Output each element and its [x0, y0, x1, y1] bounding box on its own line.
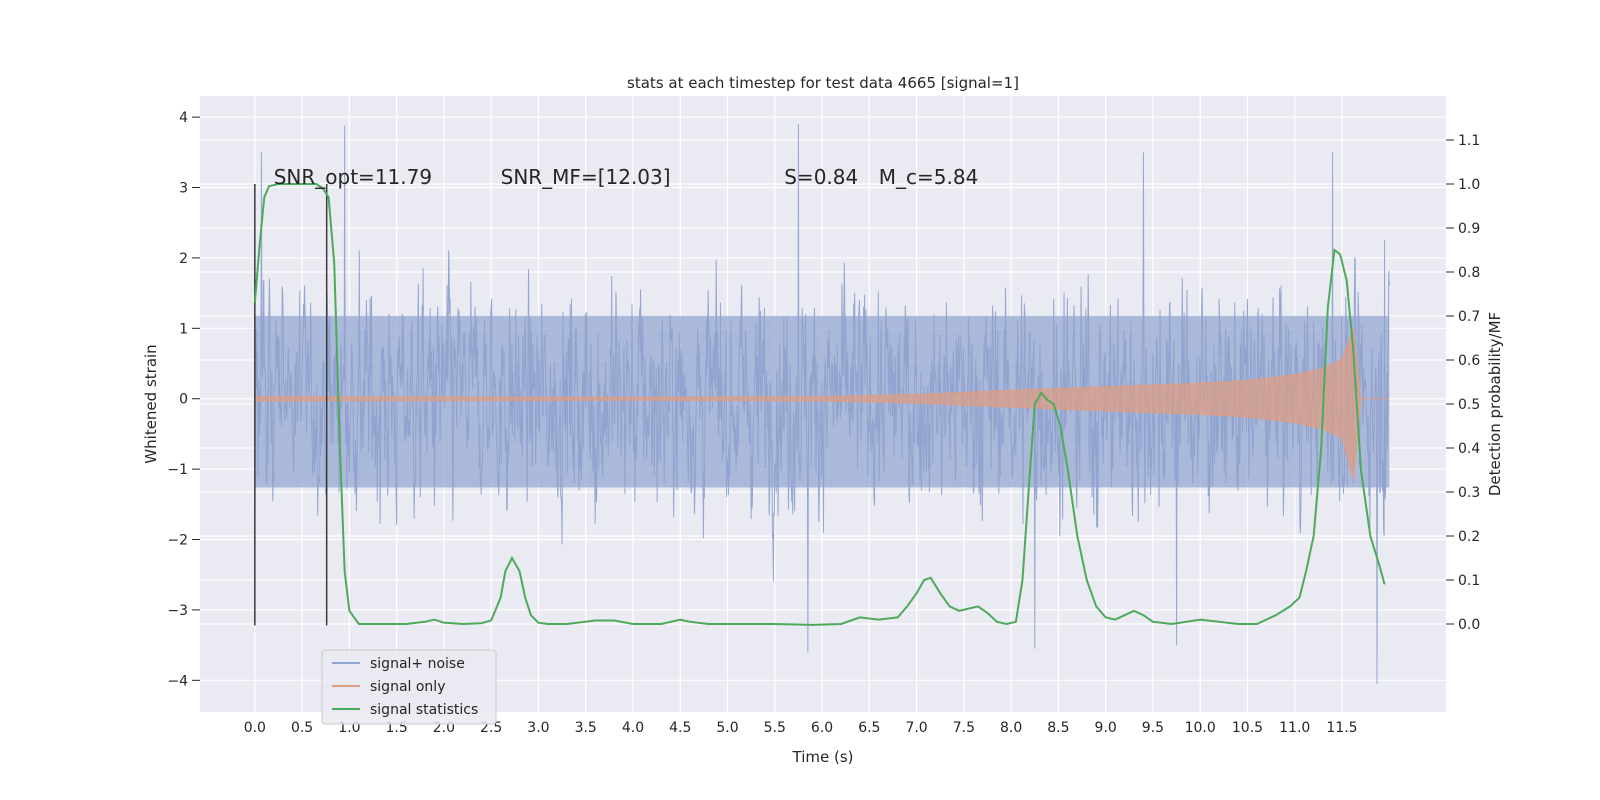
x-tick-label-4: 4.0	[622, 720, 644, 736]
y-right-axis-ticks: 0.0 0.1 0.2 0.3 0.4 0.5 0.6 0.7 0.8 0.9 1.0 1.1	[1446, 133, 1480, 633]
x-tick-label-10p5: 10.5	[1232, 720, 1263, 736]
y-right-axis-label: Detection probability/MF	[1486, 312, 1504, 496]
x-tick-label-6p5: 6.5	[858, 720, 880, 736]
y-tick-label-4: 4	[179, 110, 188, 126]
y-right-tick-label-0p8: 0.8	[1458, 265, 1480, 281]
annotation-2: S=0.84	[784, 165, 858, 189]
x-tick-label-7: 7.0	[905, 720, 927, 736]
x-tick-label-4p5: 4.5	[669, 720, 691, 736]
x-tick-label-3: 3.0	[527, 720, 549, 736]
annotation-1: SNR_MF=[12.03]	[501, 165, 671, 189]
y-tick-label-0: 0	[179, 392, 188, 408]
x-tick-label-11p5: 11.5	[1326, 720, 1357, 736]
y-right-tick-label-0p5: 0.5	[1458, 397, 1480, 413]
x-tick-label-9p5: 9.5	[1142, 720, 1164, 736]
y-right-tick-label-0p6: 0.6	[1458, 353, 1480, 369]
x-tick-label-7p5: 7.5	[953, 720, 975, 736]
y-left-axis-ticks: −4 −3 −2 −1 0 1 2 3 4	[167, 110, 200, 689]
y-right-tick-label-0p4: 0.4	[1458, 441, 1480, 457]
y-tick-label-m3: −3	[167, 603, 188, 619]
x-tick-label-11: 11.0	[1279, 720, 1310, 736]
y-tick-label-m4: −4	[167, 673, 188, 689]
y-right-tick-label-0p2: 0.2	[1458, 529, 1480, 545]
legend-box	[321, 649, 497, 725]
x-tick-label-0p5: 0.5	[291, 720, 313, 736]
y-right-tick-label-0p1: 0.1	[1458, 573, 1480, 589]
x-tick-label-5p5: 5.5	[764, 720, 786, 736]
y-right-tick-label-0: 0.0	[1458, 617, 1480, 633]
x-tick-label-0: 0.0	[244, 720, 266, 736]
signal-statistics-series	[253, 183, 1386, 626]
x-tick-label-5: 5.0	[716, 720, 738, 736]
x-tick-label-8: 8.0	[1000, 720, 1022, 736]
x-axis-label: Time (s)	[792, 748, 854, 766]
legend-label-signal-only: signal only	[370, 679, 445, 695]
annotations: SNR_opt=11.79 SNR_MF=[12.03] S=0.84 M_c=5.8…	[274, 165, 979, 189]
legend-label-signal-statistics: signal statistics	[370, 702, 478, 718]
y-tick-label-m1: −1	[167, 462, 188, 478]
x-tick-label-9: 9.0	[1095, 720, 1117, 736]
x-tick-label-3p5: 3.5	[575, 720, 597, 736]
y-right-tick-label-0p9: 0.9	[1458, 221, 1480, 237]
x-tick-label-8p5: 8.5	[1047, 720, 1069, 736]
y-tick-label-3: 3	[179, 181, 188, 197]
y-right-tick-label-0p7: 0.7	[1458, 309, 1480, 325]
signal-only-series	[254, 328, 1390, 480]
y-right-tick-label-1p1: 1.1	[1458, 133, 1480, 149]
x-tick-label-6: 6.0	[811, 720, 833, 736]
chart-title: stats at each timestep for test data 466…	[627, 74, 1019, 92]
signal-only-band	[254, 328, 1390, 480]
vertical-markers	[254, 184, 328, 626]
y-tick-label-m2: −2	[167, 533, 188, 549]
y-tick-label-1: 1	[179, 321, 188, 337]
annotation-3: M_c=5.84	[879, 165, 979, 189]
legend: signal+ noise signal only signal statist…	[321, 649, 497, 725]
annotation-0: SNR_opt=11.79	[274, 165, 432, 189]
y-tick-label-2: 2	[179, 251, 188, 267]
y-left-axis-label: Whitened strain	[142, 344, 160, 463]
y-right-tick-label-1: 1.0	[1458, 177, 1480, 193]
signal-statistics-line	[253, 183, 1386, 626]
y-right-tick-label-0p3: 0.3	[1458, 485, 1480, 501]
x-tick-label-10: 10.0	[1185, 720, 1216, 736]
legend-label-signal-noise: signal+ noise	[370, 656, 465, 672]
